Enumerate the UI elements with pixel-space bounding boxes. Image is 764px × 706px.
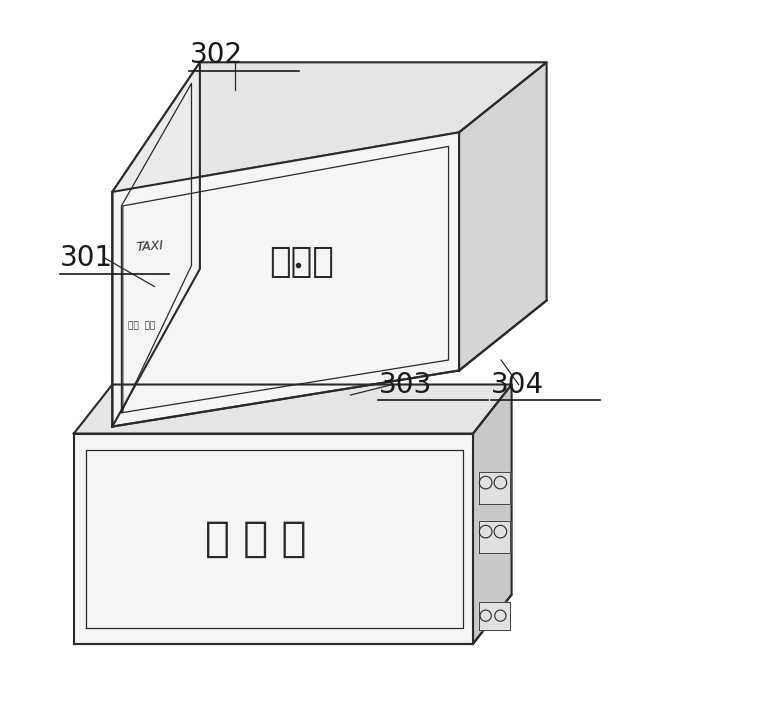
Text: 有客  空车: 有客 空车 [128, 321, 156, 330]
Text: 301: 301 [60, 244, 113, 273]
Polygon shape [473, 385, 512, 644]
Polygon shape [112, 62, 200, 426]
Polygon shape [112, 132, 459, 426]
Text: 304: 304 [490, 371, 544, 398]
Text: 广告一: 广告一 [269, 245, 334, 279]
Polygon shape [74, 385, 512, 433]
Text: TAXI: TAXI [135, 239, 163, 254]
Polygon shape [74, 433, 473, 644]
Polygon shape [479, 521, 510, 553]
Polygon shape [479, 472, 510, 503]
Text: 303: 303 [378, 371, 432, 398]
Text: 302: 302 [189, 42, 242, 69]
Polygon shape [459, 62, 546, 371]
Text: 广 告 一: 广 告 一 [206, 517, 306, 560]
Polygon shape [112, 62, 546, 192]
Polygon shape [479, 602, 510, 630]
